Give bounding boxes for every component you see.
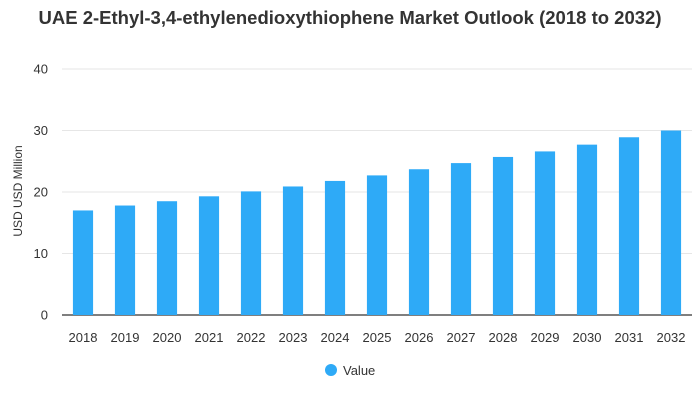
bar-2019[interactable] xyxy=(114,205,136,315)
x-tick-label: 2028 xyxy=(489,330,518,345)
x-tick-label: 2023 xyxy=(279,330,308,345)
x-tick-label: 2030 xyxy=(573,330,602,345)
x-tick-label: 2032 xyxy=(657,330,686,345)
chart-title: UAE 2-Ethyl-3,4-ethylenedioxythiophene M… xyxy=(38,7,662,28)
x-tick-label: 2024 xyxy=(321,330,350,345)
bar-2021[interactable] xyxy=(198,196,220,315)
x-tick-label: 2020 xyxy=(153,330,182,345)
x-tick-label: 2026 xyxy=(405,330,434,345)
bar-2018[interactable] xyxy=(72,210,94,315)
bar-2026[interactable] xyxy=(408,169,430,315)
x-tick-label: 2018 xyxy=(69,330,98,345)
y-tick-label: 30 xyxy=(34,123,48,138)
bar-2030[interactable] xyxy=(576,144,598,315)
legend-label: Value xyxy=(343,363,375,378)
bars xyxy=(72,130,682,316)
x-axis-ticks: 2018 2019 2020 2021 2022 2023 2024 2025 2026 2027… xyxy=(69,330,686,345)
y-tick-label: 10 xyxy=(34,246,48,261)
bar-2029[interactable] xyxy=(534,151,556,315)
legend[interactable]: Value xyxy=(325,363,375,378)
bar-2032[interactable] xyxy=(660,130,682,316)
legend-marker xyxy=(325,364,337,376)
bar-2022[interactable] xyxy=(240,191,262,315)
bar-2020[interactable] xyxy=(156,201,178,315)
bar-2023[interactable] xyxy=(282,186,304,315)
x-tick-label: 2029 xyxy=(531,330,560,345)
bar-2027[interactable] xyxy=(450,163,472,315)
x-tick-label: 2027 xyxy=(447,330,476,345)
x-tick-label: 2019 xyxy=(111,330,140,345)
y-axis-ticks: 0 10 20 30 40 xyxy=(34,62,48,323)
x-tick-label: 2025 xyxy=(363,330,392,345)
bar-2031[interactable] xyxy=(618,137,640,315)
bar-2028[interactable] xyxy=(492,156,514,315)
bar-2024[interactable] xyxy=(324,180,346,315)
y-tick-label: 0 xyxy=(41,308,48,323)
x-tick-label: 2031 xyxy=(615,330,644,345)
y-axis-title: USD USD Million xyxy=(11,145,25,236)
x-tick-label: 2021 xyxy=(195,330,224,345)
y-tick-label: 20 xyxy=(34,185,48,200)
x-tick-label: 2022 xyxy=(237,330,266,345)
y-tick-label: 40 xyxy=(34,62,48,77)
bar-2025[interactable] xyxy=(366,175,388,315)
